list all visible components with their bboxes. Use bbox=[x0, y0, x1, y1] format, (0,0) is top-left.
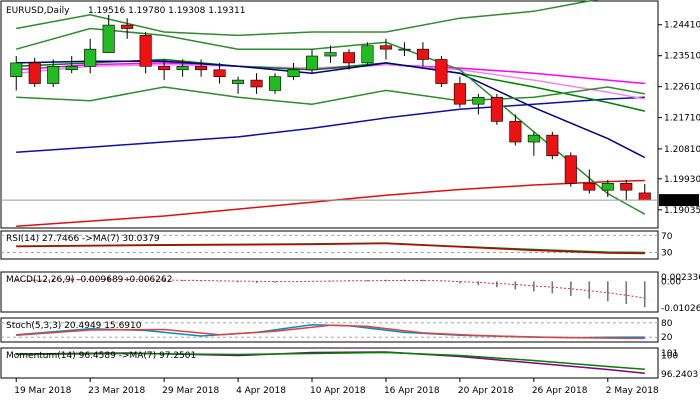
time-tick-label: 23 Mar 2018 bbox=[88, 386, 145, 396]
panel-label: RSI(14) 27.7466 ->MA(7) 30.0379 bbox=[6, 234, 160, 244]
candlesticks bbox=[10, 14, 651, 201]
indicator-panel-frame-1 bbox=[0, 271, 659, 313]
panel-tick-label: 100 bbox=[661, 352, 678, 362]
panel-tick-label: -0.010262 bbox=[661, 304, 700, 314]
price-tick-label: 1.21710 bbox=[664, 114, 700, 124]
indicator-panel-frame-0 bbox=[0, 230, 659, 260]
panel-tick-label: 101 bbox=[661, 349, 678, 359]
candle-bull bbox=[176, 66, 189, 71]
candle-bear bbox=[435, 59, 448, 84]
ohlc-values: 1.19516 1.19780 1.19308 1.19311 bbox=[88, 6, 245, 16]
candle-bear bbox=[453, 83, 466, 105]
panel-tick-label: 0.002336 bbox=[661, 273, 700, 283]
candle-bull bbox=[305, 55, 319, 71]
current-price-box bbox=[659, 194, 699, 207]
indicator-panel-frame-3 bbox=[0, 347, 659, 379]
candle-bull bbox=[472, 97, 485, 105]
chart-title: EURUSD,Daily bbox=[6, 6, 70, 16]
candle-bear bbox=[620, 182, 633, 191]
candle-bear bbox=[195, 66, 208, 71]
candle-bull bbox=[324, 52, 337, 57]
time-tick-label: 29 Mar 2018 bbox=[162, 386, 219, 396]
candle-bull bbox=[398, 48, 411, 51]
candle-bear bbox=[158, 66, 171, 71]
candle-bear bbox=[28, 62, 41, 84]
time-tick-label: 19 Mar 2018 bbox=[14, 386, 71, 396]
candle-bear bbox=[213, 69, 226, 77]
time-tick-label: 4 Apr 2018 bbox=[236, 386, 286, 396]
price-tick-label: 1.22610 bbox=[664, 83, 700, 93]
overlay-line-1 bbox=[16, 179, 645, 228]
panel-tick-label: 0.00 bbox=[661, 277, 681, 287]
main-panel-frame bbox=[0, 0, 659, 229]
panel-label: MACD(12,26,9) -0.009689 -0.006262 bbox=[6, 275, 172, 285]
panel-label: Stoch(5,3,3) 20.4949 15.6910 bbox=[6, 321, 142, 331]
panel-tick-label: 96.2403 bbox=[661, 370, 698, 380]
time-tick-label: 26 Apr 2018 bbox=[532, 386, 588, 396]
panel-3-line-1 bbox=[16, 351, 645, 371]
candle-bull bbox=[232, 79, 245, 84]
candle-bear bbox=[416, 48, 429, 60]
price-tick-label: 1.20810 bbox=[664, 145, 700, 155]
overlay-line-3 bbox=[16, 63, 645, 100]
candle-bear bbox=[490, 97, 503, 122]
panel-0-line-1 bbox=[16, 242, 645, 255]
candle-bear bbox=[139, 35, 152, 67]
panel-2-line-1 bbox=[16, 324, 645, 339]
time-tick-label: 10 Apr 2018 bbox=[310, 386, 366, 396]
candle-bull bbox=[361, 45, 374, 64]
time-tick-label: 20 Apr 2018 bbox=[458, 386, 514, 396]
candle-bull bbox=[84, 48, 97, 67]
price-tick-label: 1.23510 bbox=[664, 52, 700, 62]
candle-bear bbox=[564, 155, 577, 184]
indicator-panel-frame-2 bbox=[0, 317, 659, 343]
time-tick-label: 2 May 2018 bbox=[606, 386, 659, 396]
candle-bull bbox=[47, 66, 60, 84]
panel-tick-label: 30 bbox=[661, 249, 673, 259]
current-price-label: 1.19311 bbox=[662, 196, 699, 206]
macd-signal-line bbox=[16, 279, 645, 299]
panel-tick-label: 20 bbox=[661, 333, 673, 343]
candle-bull bbox=[102, 24, 115, 53]
candle-bear bbox=[509, 121, 522, 143]
candle-bull bbox=[527, 134, 540, 143]
overlay-line-8 bbox=[16, 86, 645, 105]
indicator-panels: RSI(14) 27.7466 ->MA(7) 30.0379 70 30 MACD(… bbox=[1, 232, 700, 380]
candle-bear bbox=[583, 182, 596, 191]
candle-bear bbox=[342, 52, 356, 64]
price-tick-label: 1.19035 bbox=[664, 206, 700, 216]
panel-tick-label: 70 bbox=[661, 232, 673, 242]
price-axis: 1.24410 1.23510 1.22610 1.21710 1.20810 1.199… bbox=[1, 21, 700, 216]
candle-bear bbox=[638, 192, 651, 201]
price-tick-label: 1.19930 bbox=[664, 175, 700, 185]
time-axis: 19 Mar 2018 23 Mar 2018 29 Mar 2018 4 Apr 2… bbox=[14, 378, 659, 396]
candle-bull bbox=[287, 69, 300, 77]
time-tick-label: 16 Apr 2018 bbox=[384, 386, 440, 396]
candle-bull bbox=[65, 66, 78, 71]
candle-bear bbox=[250, 79, 263, 88]
candle-bull bbox=[269, 76, 282, 91]
candle-bull bbox=[10, 62, 23, 77]
candle-bear bbox=[379, 45, 392, 50]
candle-bull bbox=[601, 182, 614, 191]
panel-tick-label: 80 bbox=[661, 319, 673, 329]
panel-label: Momentum(14) 96.4589 ->MA(7) 97.2501 bbox=[6, 351, 196, 361]
price-tick-label: 1.24410 bbox=[664, 21, 700, 31]
candle-bear bbox=[546, 134, 559, 157]
overlay-line-0 bbox=[16, 96, 645, 154]
candle-bear bbox=[121, 24, 134, 29]
